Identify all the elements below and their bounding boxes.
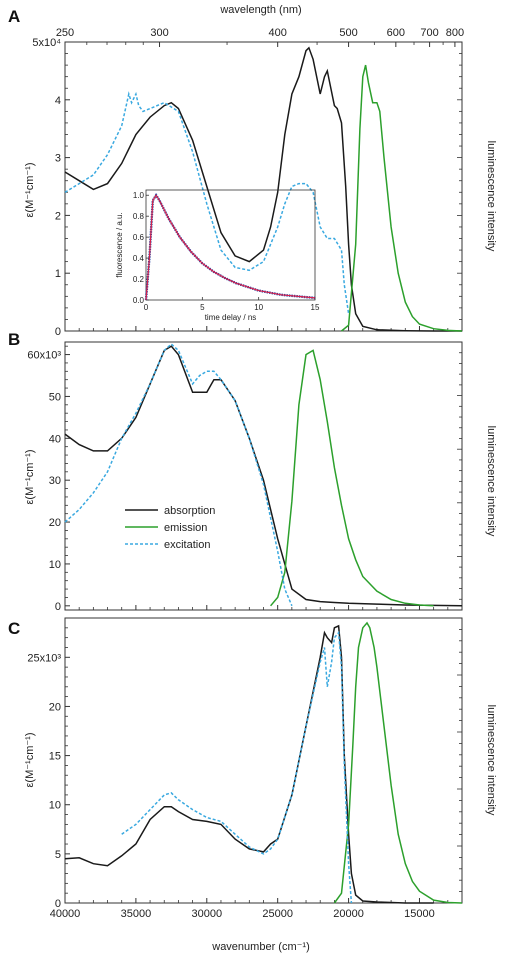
inset-xlabel: time delay / ns [205,313,257,322]
y2label-c: luminescence intensity [485,705,497,816]
inset-y-tick-label: 1.0 [133,191,145,200]
y-tick-label: 0 [55,898,61,910]
inset-y-tick-label: 0.0 [133,296,145,305]
series-excitation-c [121,630,353,904]
y2label-b: luminescence intensity [485,426,497,537]
series-absorption-b [64,345,463,607]
top-axis: 250 300 400 500 600 700 800 [56,27,464,47]
y-tick-label: 0 [55,326,61,338]
inset-x-tick-label: 15 [311,303,320,312]
legend-label-excitation: excitation [164,539,210,551]
top-tick-label: 700 [420,27,438,39]
ylabel-c: ε(M⁻¹cm⁻¹) [24,733,36,788]
x-tick-label: 20000 [333,908,364,920]
inset-y-tick-label: 0.8 [133,212,145,221]
panel-letter-b: B [8,330,20,349]
panel-letter-c: C [8,619,20,638]
inset-y-tick-label: 0.6 [133,233,145,242]
panel-a: 0 1 2 3 4 5x10⁴ [32,37,463,338]
bottom-axis-title: wavenumber (cm⁻¹) [211,941,310,953]
plot-frame-c [64,617,463,904]
plot-frame-b [64,341,463,611]
inset-x-tick-label: 5 [200,303,205,312]
series-excitation-a [64,91,350,314]
y-tick-label: 40 [49,433,61,445]
y-tick-label: 2 [55,210,61,222]
y-tick-label: 5x10⁴ [32,37,61,49]
top-tick-label: 500 [339,27,357,39]
y-tick-label: 20 [49,517,61,529]
y-tick-label: 4 [55,95,61,107]
y-tick-label: 20 [49,701,61,713]
y-tick-label: 30 [49,475,61,487]
y-tick-label: 1 [55,268,61,280]
y-tick-label: 3 [55,153,61,165]
top-tick-label: 400 [268,27,286,39]
y-tick-label: 5 [55,849,61,861]
top-tick-label: 250 [56,27,74,39]
legend-label-absorption: absorption [164,505,215,517]
panel-letter-a: A [8,7,20,26]
panel-c: 0 5 10 15 20 25x10³ 40000 35000 30000 25000 20000 1… [27,617,463,920]
y-tick-label: 10 [49,800,61,812]
series-absorption-a [64,46,462,332]
inset-x-tick-label: 0 [144,303,149,312]
x-tick-label: 35000 [121,908,152,920]
series-absorption-c [64,624,434,904]
top-axis-title: wavelength (nm) [219,4,301,16]
inset-series-fit [145,194,316,301]
series-emission-a [341,64,463,332]
top-tick-label: 300 [150,27,168,39]
y-tick-label: 25x10³ [27,652,61,664]
x-tick-label: 15000 [404,908,435,920]
x-tick-label: 30000 [191,908,222,920]
legend: absorption emission excitation [125,505,215,551]
y-tick-label: 15 [49,751,61,763]
y-tick-label: 50 [49,391,61,403]
y-tick-label: 0 [55,601,61,613]
series-emission-c [333,621,463,904]
inset-frame [145,189,316,301]
inset-ylabel: fluorescence / a.u. [115,212,124,277]
ylabel-a: ε(M⁻¹cm⁻¹) [24,163,36,218]
top-tick-label: 800 [446,27,464,39]
top-tick-label: 600 [387,27,405,39]
ylabel-b: ε(M⁻¹cm⁻¹) [24,450,36,505]
inset-y-tick-label: 0.2 [133,275,145,284]
series-excitation-b [64,343,293,607]
inset-x-tick-label: 10 [254,303,263,312]
y-tick-label: 10 [49,559,61,571]
x-tick-label: 25000 [262,908,293,920]
x-tick-label: 40000 [50,908,81,920]
series-emission-b [270,349,434,607]
panel-b: 0 10 20 30 40 50 60x10³ [27,341,463,613]
inset-y-tick-label: 0.4 [133,254,145,263]
y-tick-label: 60x10³ [27,350,61,362]
legend-label-emission: emission [164,522,207,534]
y2label-a: luminescence intensity [485,141,497,252]
inset-chart: 0.0 0.2 0.4 0.6 0.8 1.0 0 5 10 15 time delay / ns f… [115,189,320,322]
